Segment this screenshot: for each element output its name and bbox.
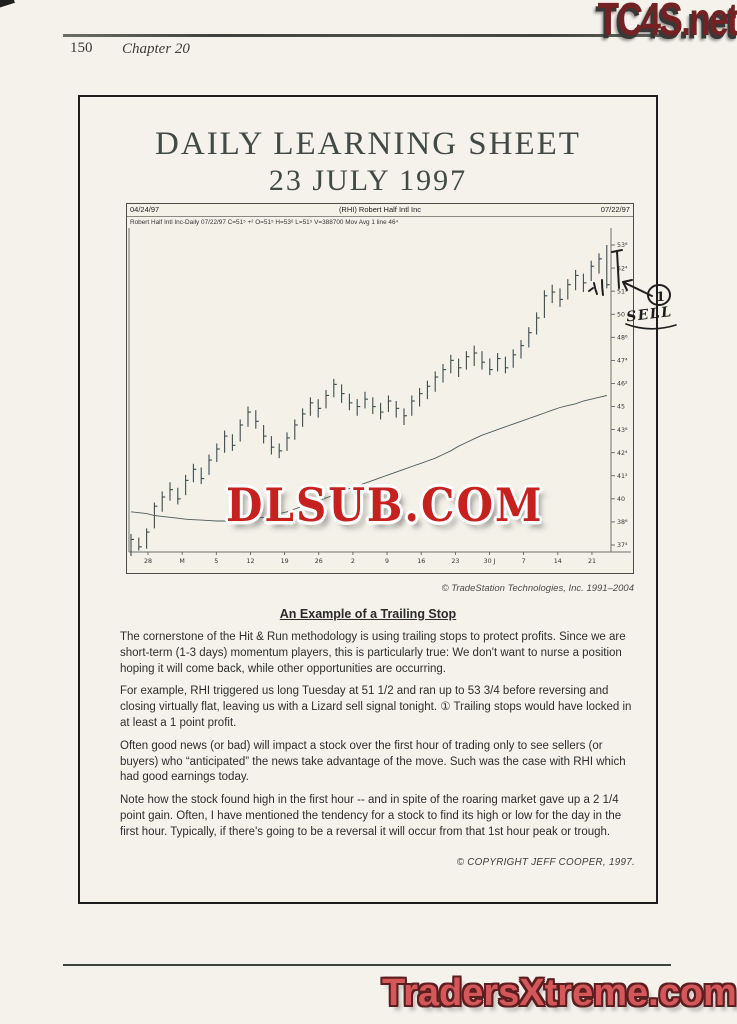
paragraph-3: Often good news (or bad) will impact a s… <box>120 739 626 784</box>
y-axis-label: 47⁴ <box>617 358 628 365</box>
top-rule <box>63 34 671 37</box>
x-axis-label: 26 <box>315 558 323 565</box>
sell-underline-flourish <box>625 323 677 330</box>
y-axis-label: 38⁶ <box>617 519 628 526</box>
paragraph-1: The cornerstone of the Hit & Run methodo… <box>120 631 626 675</box>
x-axis-label: 19 <box>281 558 289 565</box>
watermark-tradersxtreme: TradersXtreme.com <box>382 972 737 1014</box>
x-axis-label: 30 J <box>484 558 496 565</box>
chapter-label: Chapter 20 <box>122 41 190 57</box>
pen-tick-left-3 <box>588 287 594 292</box>
y-axis-label: 45 <box>617 404 625 411</box>
x-axis-label: 23 <box>451 558 459 565</box>
y-axis-labels: 53⁶ 52⁴ 51² 50 48⁶ 47⁴ 46² 45 43⁶ 42⁴ 41² 40 38⁶ 37⁴ <box>611 242 628 549</box>
bottom-rule <box>63 964 671 966</box>
watermark-dlsub: DLSUB.COM <box>226 479 544 532</box>
x-axis-label: 21 <box>588 558 596 565</box>
sheet-title: DAILY LEARNING SHEET <box>155 126 581 162</box>
x-axis-label: 7 <box>522 558 526 565</box>
pen-vertical-stroke <box>616 250 620 289</box>
x-axis-label: 9 <box>385 558 389 565</box>
scan-corner-artifact <box>0 0 15 9</box>
body-text: The cornerstone of the Hit & Run methodo… <box>120 630 634 848</box>
price-chart: 53⁶ 52⁴ 51² 50 48⁶ 47⁴ 46² 45 43⁶ 42⁴ 41² 40 38⁶ 37⁴ 2… <box>128 228 631 565</box>
price-bars <box>130 245 610 557</box>
paragraph-4: Note how the stock found high in the fir… <box>120 794 622 838</box>
chart-frame <box>128 228 631 553</box>
y-axis-label: 40 <box>617 496 625 503</box>
section-heading: An Example of a Trailing Stop <box>279 607 457 621</box>
x-axis-label: 16 <box>417 558 425 565</box>
chart-end-date: 07/22/97 <box>600 205 630 214</box>
tradestation-credit: © TradeStation Technologies, Inc. 1991–2… <box>441 583 634 594</box>
learning-sheet-border <box>78 95 658 904</box>
arrow-head <box>622 279 633 291</box>
handwritten-annotation: 1 SELL <box>588 249 677 330</box>
x-axis-label: M <box>179 558 184 565</box>
chart-header: 04/24/97 (RHI) Robert Half Intl Inc 07/2… <box>127 204 633 217</box>
y-axis-label: 48⁶ <box>617 335 628 342</box>
paragraph-2: For example, RHI triggered us long Tuesd… <box>120 685 632 729</box>
pen-tick-left-2 <box>601 279 604 296</box>
chart-symbol-title: (RHI) Robert Half Intl Inc <box>338 205 422 214</box>
page-number: 150 <box>70 40 93 56</box>
moving-average-line <box>130 395 607 522</box>
y-axis-label: 43⁶ <box>617 427 628 434</box>
circled-number: 1 <box>656 290 665 305</box>
y-axis-label: 41² <box>617 473 628 480</box>
x-axis-label: 2 <box>351 558 355 565</box>
y-axis-label: 42⁴ <box>617 450 628 457</box>
sell-annotation: SELL <box>625 304 673 326</box>
x-axis-label: 28 <box>144 558 152 565</box>
watermark-tc4s: TC4S.net <box>597 0 737 46</box>
author-copyright: © COPYRIGHT JEFF COOPER, 1997. <box>456 857 635 868</box>
y-axis-label: 50 <box>617 311 625 318</box>
y-axis-label: 52⁴ <box>617 265 628 272</box>
pen-tick-left-1 <box>593 282 598 295</box>
chart-start-date: 04/24/97 <box>130 205 160 214</box>
y-axis-label: 46² <box>617 381 628 388</box>
x-axis-label: 5 <box>214 558 218 565</box>
circled-number-outline <box>647 284 671 306</box>
y-axis-label: 51² <box>617 288 628 295</box>
x-axis-label: 14 <box>554 558 562 565</box>
y-axis-label: 37⁴ <box>617 542 628 549</box>
x-axis-labels: 28 M 5 12 19 26 2 9 16 23 30 J 7 14 21 <box>144 552 596 565</box>
x-axis-label: 12 <box>246 558 254 565</box>
sheet-date: 23 JULY 1997 <box>268 164 468 197</box>
price-chart-window: 04/24/97 (RHI) Robert Half Intl Inc 07/2… <box>126 203 634 574</box>
y-axis-label: 53⁶ <box>617 242 628 249</box>
chart-quote-line: Robert Half Intl Inc-Daily 07/22/97 C=51… <box>130 219 399 226</box>
